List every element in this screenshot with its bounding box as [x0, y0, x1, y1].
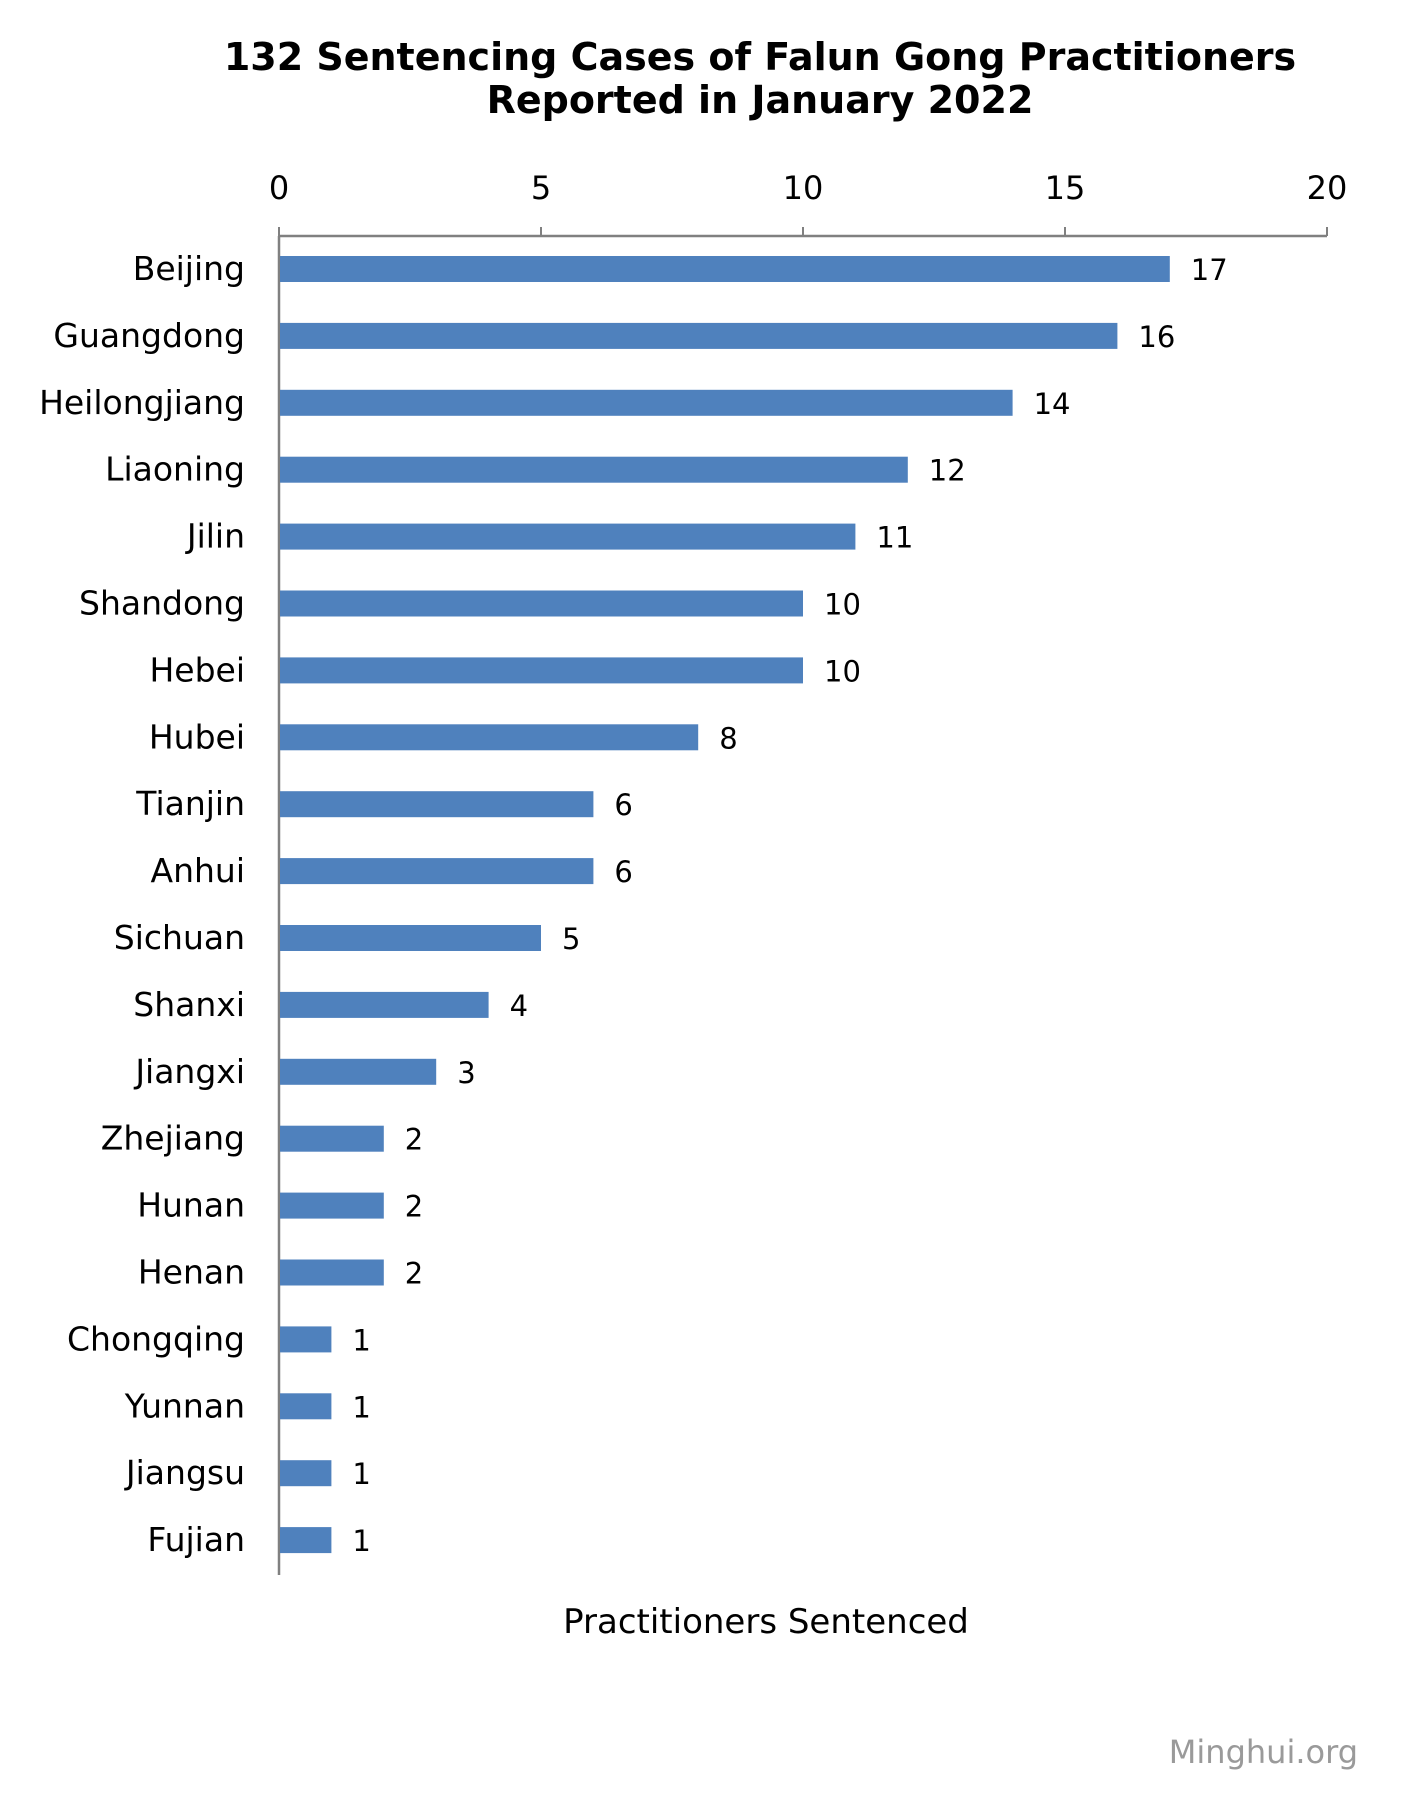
x-tick-label: 20 — [1307, 169, 1348, 207]
bar — [280, 724, 699, 751]
bar — [280, 590, 803, 617]
data-label: 3 — [457, 1056, 475, 1090]
category-label: Sichuan — [114, 918, 245, 957]
data-label: 10 — [824, 654, 861, 688]
bar — [280, 389, 1013, 416]
category-label: Guangdong — [53, 316, 245, 355]
data-label: 11 — [876, 521, 913, 555]
x-tick-label: 10 — [783, 169, 824, 207]
category-label: Beijing — [133, 249, 245, 288]
data-label: 4 — [510, 989, 528, 1023]
data-label: 1 — [352, 1390, 370, 1424]
category-label: Fujian — [147, 1520, 245, 1559]
x-axis: 0 5 10 15 20 — [269, 169, 1348, 1575]
x-tick-label: 5 — [531, 169, 551, 207]
x-tick-label: 15 — [1045, 169, 1086, 207]
category-label: Hunan — [137, 1186, 245, 1225]
bar — [280, 1527, 332, 1554]
bar — [280, 456, 908, 483]
data-label: 5 — [562, 922, 580, 956]
data-label: 2 — [405, 1190, 423, 1224]
data-label: 6 — [614, 855, 632, 889]
data-label: 10 — [824, 588, 861, 622]
category-label: Shanxi — [133, 985, 245, 1024]
category-label: Yunnan — [124, 1386, 245, 1425]
category-label: Jiangsu — [124, 1453, 245, 1492]
bar — [280, 1192, 384, 1219]
category-label: Liaoning — [105, 450, 245, 489]
category-label: Chongqing — [67, 1319, 245, 1358]
bar — [280, 1326, 332, 1353]
x-axis-label: Practitioners Sentenced — [563, 1602, 969, 1642]
data-label: 14 — [1034, 387, 1071, 421]
bar — [280, 1259, 384, 1286]
bar — [280, 991, 489, 1018]
data-label: 12 — [929, 454, 966, 488]
category-label: Jiangxi — [133, 1052, 245, 1091]
data-label: 2 — [405, 1123, 423, 1157]
category-label: Zhejiang — [101, 1119, 245, 1158]
bar — [280, 791, 594, 818]
category-label: Heilongjiang — [39, 383, 245, 422]
data-label: 16 — [1138, 320, 1175, 354]
data-label: 17 — [1191, 253, 1228, 287]
category-label: Henan — [138, 1253, 245, 1292]
data-label: 1 — [352, 1524, 370, 1558]
bar — [280, 925, 541, 951]
bar — [280, 1460, 332, 1487]
bar — [280, 657, 803, 684]
bar — [280, 1393, 332, 1420]
watermark: Minghui.org — [1169, 1733, 1358, 1771]
data-label: 2 — [405, 1257, 423, 1291]
bar — [280, 322, 1118, 349]
data-label: 1 — [352, 1457, 370, 1491]
chart-title: 132 Sentencing Cases of Falun Gong Pract… — [224, 35, 1296, 79]
data-label: 8 — [719, 721, 737, 755]
bar — [280, 858, 594, 885]
bar — [280, 256, 1170, 282]
chart-subtitle: Reported in January 2022 — [487, 78, 1034, 122]
bar — [280, 1058, 437, 1085]
category-label: Hubei — [149, 717, 245, 756]
category-label: Shandong — [79, 584, 245, 623]
category-label: Jilin — [185, 517, 245, 556]
bar — [280, 1125, 384, 1152]
data-label: 1 — [352, 1323, 370, 1357]
bar — [280, 523, 856, 550]
category-label: Anhui — [151, 851, 246, 890]
category-label: Hebei — [149, 650, 245, 689]
category-label: Tianjin — [135, 784, 245, 823]
x-tick-label: 0 — [269, 169, 289, 207]
data-label: 6 — [614, 788, 632, 822]
